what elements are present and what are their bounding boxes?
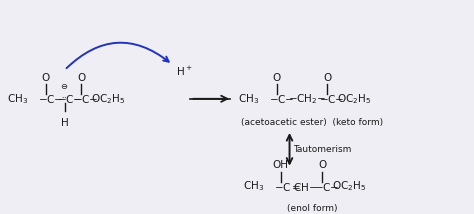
- Text: OH: OH: [273, 160, 289, 170]
- Text: $-$C$-$: $-$C$-$: [269, 93, 294, 105]
- Text: $-$C$-$: $-$C$-$: [314, 181, 340, 193]
- Text: $-$C$-$: $-$C$-$: [56, 93, 82, 105]
- Text: CH$_3$: CH$_3$: [7, 92, 28, 106]
- Text: $-$C$-$: $-$C$-$: [38, 93, 64, 105]
- Text: $-$C$-$: $-$C$-$: [73, 93, 99, 105]
- Text: OC$_2$H$_5$: OC$_2$H$_5$: [91, 92, 126, 106]
- Text: Tautomerism: Tautomerism: [293, 145, 352, 154]
- Text: (enol form): (enol form): [287, 204, 337, 213]
- Text: H$^+$: H$^+$: [175, 65, 192, 79]
- Text: CH$_3$: CH$_3$: [243, 180, 264, 193]
- FancyArrowPatch shape: [66, 43, 169, 68]
- Text: CH$-$: CH$-$: [293, 181, 318, 193]
- Text: OC$_2$H$_5$: OC$_2$H$_5$: [332, 180, 366, 193]
- Text: O: O: [318, 160, 327, 170]
- Text: H: H: [61, 119, 68, 128]
- Text: O: O: [323, 73, 331, 83]
- Text: $-$CH$_2$$-$: $-$CH$_2$$-$: [288, 92, 326, 106]
- Text: OC$_2$H$_5$: OC$_2$H$_5$: [337, 92, 372, 106]
- Text: O: O: [273, 73, 281, 83]
- Text: O: O: [42, 73, 50, 83]
- Text: $\ominus$: $\ominus$: [60, 82, 69, 91]
- Text: O: O: [77, 73, 85, 83]
- Text: $-$C$=$: $-$C$=$: [273, 181, 301, 193]
- Text: $\cdot\!\cdot$: $\cdot\!\cdot$: [61, 91, 68, 100]
- Text: CH$_3$: CH$_3$: [238, 92, 259, 106]
- Text: $-$C$-$: $-$C$-$: [319, 93, 345, 105]
- Text: (acetoacetic ester)  (keto form): (acetoacetic ester) (keto form): [241, 119, 383, 128]
